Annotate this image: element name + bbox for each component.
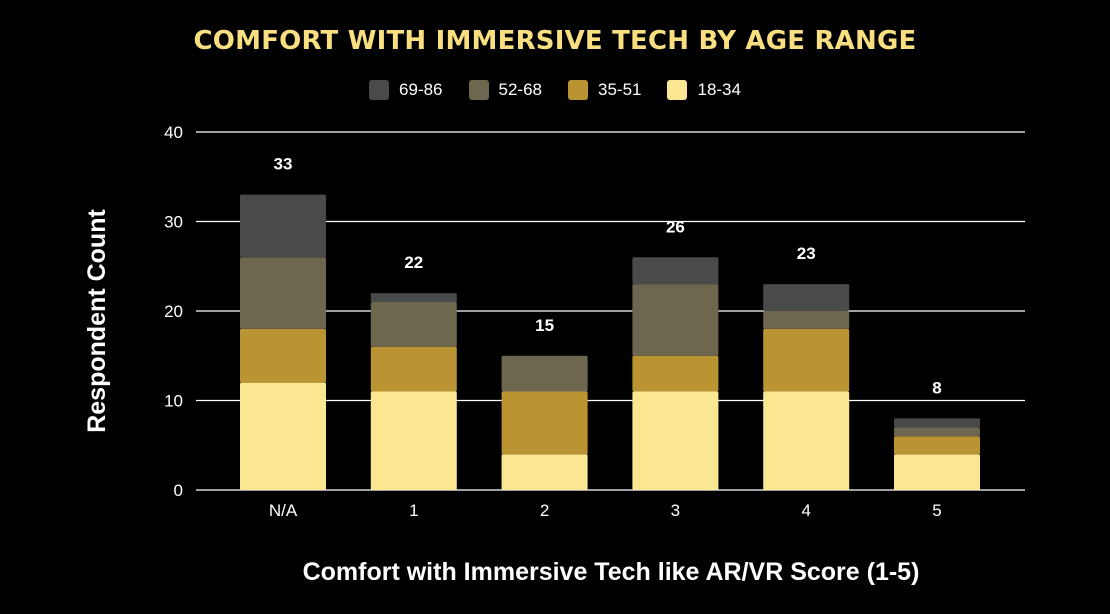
bar-segment (763, 311, 850, 329)
bar-segment (501, 391, 588, 455)
x-tick-label: 4 (801, 501, 810, 520)
legend-swatch (667, 80, 688, 100)
legend-item[interactable]: 35-51 (568, 80, 641, 100)
bar-segment (894, 418, 980, 428)
bar-total-label: 22 (404, 253, 423, 272)
bar-segment (894, 436, 980, 455)
y-tick-label: 10 (164, 392, 183, 411)
bar-segment (240, 328, 326, 383)
legend-swatch (369, 80, 390, 100)
x-tick-label: 5 (932, 501, 941, 520)
bar-segment (240, 382, 326, 490)
x-tick-label: 2 (540, 501, 549, 520)
bar-segment (370, 293, 457, 303)
bar-total-label: 15 (535, 316, 554, 335)
legend-swatch (468, 80, 489, 100)
x-tick-label: N/A (269, 501, 298, 520)
bar-segment (763, 391, 850, 490)
bar-segment (632, 355, 719, 392)
bar-segment (894, 454, 980, 490)
bar-segment (632, 257, 719, 285)
x-tick-label: 3 (671, 501, 680, 520)
y-tick-label: 20 (164, 302, 183, 321)
bar-segment (763, 284, 850, 311)
legend: 69-86 52-68 35-51 18-34 (0, 78, 1110, 102)
bar-segment (501, 454, 588, 490)
legend-label: 69-86 (399, 80, 443, 99)
y-tick-label: 30 (164, 213, 183, 232)
bar-segment (370, 346, 457, 392)
legend-swatch (568, 80, 588, 100)
legend-item[interactable]: 69-86 (369, 80, 443, 100)
legend-label: 35-51 (598, 80, 642, 99)
bar-total-label: 8 (932, 378, 941, 397)
bar-segment (763, 328, 850, 392)
legend-label: 18-34 (697, 80, 741, 99)
legend-item[interactable]: 18-34 (667, 80, 741, 100)
x-tick-label: 1 (409, 501, 418, 520)
legend-item[interactable]: 52-68 (468, 80, 542, 100)
bar-total-label: 33 (274, 155, 293, 174)
bar-segment (240, 257, 326, 329)
y-axis-label: Respondent Count (83, 209, 111, 433)
bar-segment (370, 302, 457, 347)
bar-segment (632, 391, 719, 490)
bar-segment (894, 427, 980, 437)
chart-title: COMFORT WITH IMMERSIVE TECH BY AGE RANGE (193, 26, 917, 56)
bar-segment (501, 355, 588, 392)
bar-segment (632, 284, 719, 356)
x-axis-label: Comfort with Immersive Tech like AR/VR S… (302, 558, 920, 586)
bar-total-label: 23 (797, 244, 816, 263)
legend-label: 52-68 (498, 80, 542, 99)
y-tick-label: 0 (174, 481, 183, 500)
bar-total-label: 26 (666, 217, 685, 236)
bar-segment (370, 391, 457, 490)
bar-segment (240, 194, 326, 258)
y-tick-label: 40 (164, 123, 183, 142)
